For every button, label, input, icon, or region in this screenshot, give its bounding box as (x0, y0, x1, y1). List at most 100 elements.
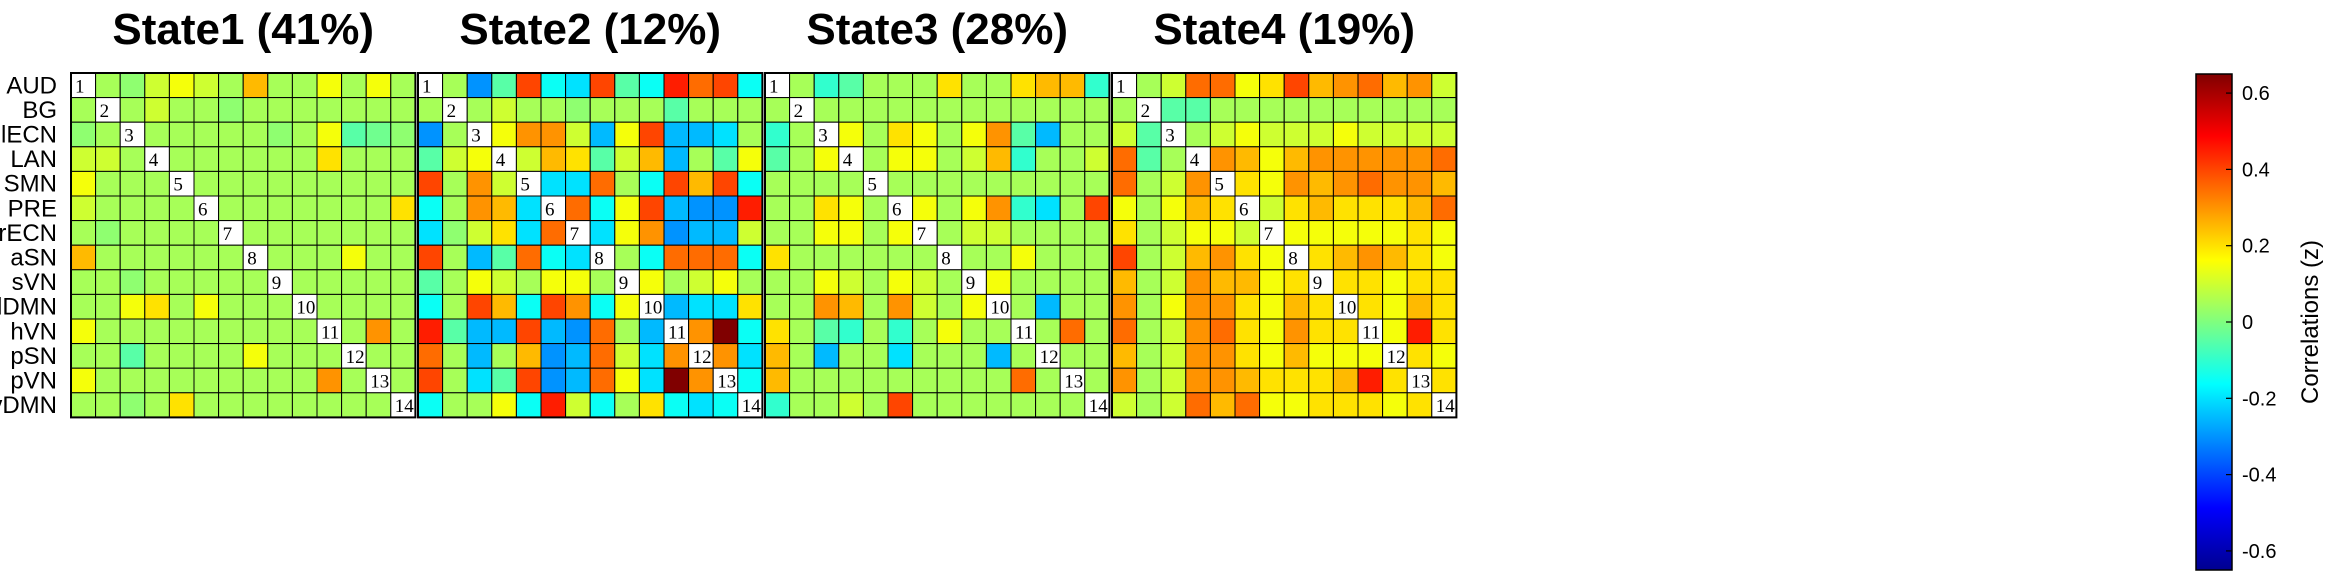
panel-frame (764, 72, 1111, 419)
heatmap-cell (1308, 244, 1334, 271)
heatmap-cell (912, 97, 938, 123)
heatmap-cell (119, 392, 146, 418)
heatmap-cell (887, 318, 914, 345)
heatmap-cell (1059, 318, 1086, 345)
heatmap-cell (218, 269, 244, 295)
heatmap-cell (912, 170, 938, 197)
row-label-asn: aSN (10, 245, 57, 272)
heatmap-cell (341, 367, 367, 394)
diagonal-label: 14 (395, 396, 415, 417)
heatmap-cell (144, 343, 170, 369)
heatmap-cell (1283, 97, 1310, 123)
heatmap-cell (887, 392, 914, 418)
heatmap-cell (961, 244, 987, 271)
colorbar-ticks: 0.6 0.4 0.2 0 -0.2 -0.4 -0.6 (2226, 83, 2276, 563)
heatmap-cell (1308, 293, 1334, 320)
heatmap-cell (1136, 220, 1162, 246)
heatmap-cell (813, 97, 840, 123)
heatmap-cell (316, 367, 343, 394)
heatmap-cell (144, 367, 170, 394)
heatmap-cell (985, 269, 1012, 295)
heatmap-cell (813, 318, 840, 345)
heatmap-cell (70, 293, 97, 320)
heatmap-cell (193, 97, 220, 123)
heatmap-cell (1010, 97, 1037, 123)
colorbar-label: Correlations (z) (2297, 240, 2324, 404)
heatmap-cell (789, 195, 815, 222)
heatmap-cell (540, 367, 567, 394)
heatmap-cell (466, 170, 493, 197)
heatmap-cell (341, 343, 367, 369)
diagonal-label: 8 (1288, 249, 1298, 270)
heatmap-cell (1431, 269, 1457, 295)
heatmap-cell (1035, 269, 1061, 295)
heatmap-cell (95, 367, 121, 394)
heatmap-cell (688, 72, 714, 99)
heatmap-cell (267, 97, 293, 123)
heatmap-cell (316, 170, 343, 197)
heatmap-cell (515, 367, 542, 394)
heatmap-cell (365, 195, 392, 222)
heatmap-cell (1308, 121, 1334, 148)
heatmap-cell (1059, 293, 1086, 320)
heatmap-cell (737, 170, 763, 197)
heatmap-cell (1332, 220, 1359, 246)
heatmap-cell (242, 293, 269, 320)
heatmap-cell (365, 72, 392, 99)
heatmap-cell (1332, 343, 1359, 369)
heatmap-cell (789, 146, 815, 172)
diagonal-label: 14 (1089, 396, 1109, 417)
heatmap-cell (1160, 293, 1187, 320)
heatmap-cell (789, 220, 815, 246)
heatmap-cell (168, 392, 195, 418)
heatmap-cell (1185, 220, 1211, 246)
heatmap-cell (1234, 220, 1261, 246)
heatmap-cell (1234, 146, 1261, 172)
heatmap-cell (1259, 97, 1285, 123)
heatmap-cell (491, 72, 517, 99)
diagonal-label: 5 (1214, 175, 1224, 196)
heatmap-cell (70, 146, 97, 172)
heatmap-cell (737, 244, 763, 271)
heatmap-cell (1185, 244, 1211, 271)
heatmap-cell (737, 97, 763, 123)
heatmap-cell (887, 121, 914, 148)
heatmap-cell (417, 146, 444, 172)
heatmap-cell (1406, 195, 1433, 222)
heatmap-cell (589, 269, 616, 295)
diagonal-label: 13 (1411, 372, 1430, 393)
heatmap-cell (365, 318, 392, 345)
heatmap-cell (242, 343, 269, 369)
heatmap-cell (1160, 97, 1187, 123)
heatmap-cell (1084, 170, 1110, 197)
row-label-ddmn: dDMN (0, 294, 57, 321)
heatmap-cell (589, 318, 616, 345)
heatmap-cell (887, 195, 914, 222)
heatmap-cell (1357, 195, 1384, 222)
heatmap-cell (540, 72, 567, 99)
heatmap-cell (168, 318, 195, 345)
heatmap-cell (1234, 195, 1261, 222)
heatmap-cell (985, 367, 1012, 394)
heatmap-cell (565, 367, 591, 394)
heatmap-cell (442, 195, 468, 222)
heatmap-cell (936, 97, 963, 123)
heatmap-cell (638, 97, 665, 123)
colorbar-tick-label: 0.2 (2242, 236, 2270, 258)
heatmap-cell (1185, 97, 1211, 123)
heatmap-cell (764, 367, 791, 394)
heatmap-cell (565, 318, 591, 345)
heatmap-cell (95, 244, 121, 271)
heatmap-cell (936, 367, 963, 394)
heatmap-cell (838, 392, 864, 418)
heatmap-cell (70, 343, 97, 369)
heatmap-cell (1209, 269, 1236, 295)
heatmap-cell (1035, 318, 1061, 345)
heatmap-cell (491, 244, 517, 271)
heatmap-cell (119, 318, 146, 345)
diagonal-label: 11 (1015, 322, 1033, 343)
diagonal-label: 11 (1362, 322, 1380, 343)
heatmap-cell (168, 244, 195, 271)
heatmap-cell (442, 170, 468, 197)
heatmap-cell (789, 72, 815, 99)
